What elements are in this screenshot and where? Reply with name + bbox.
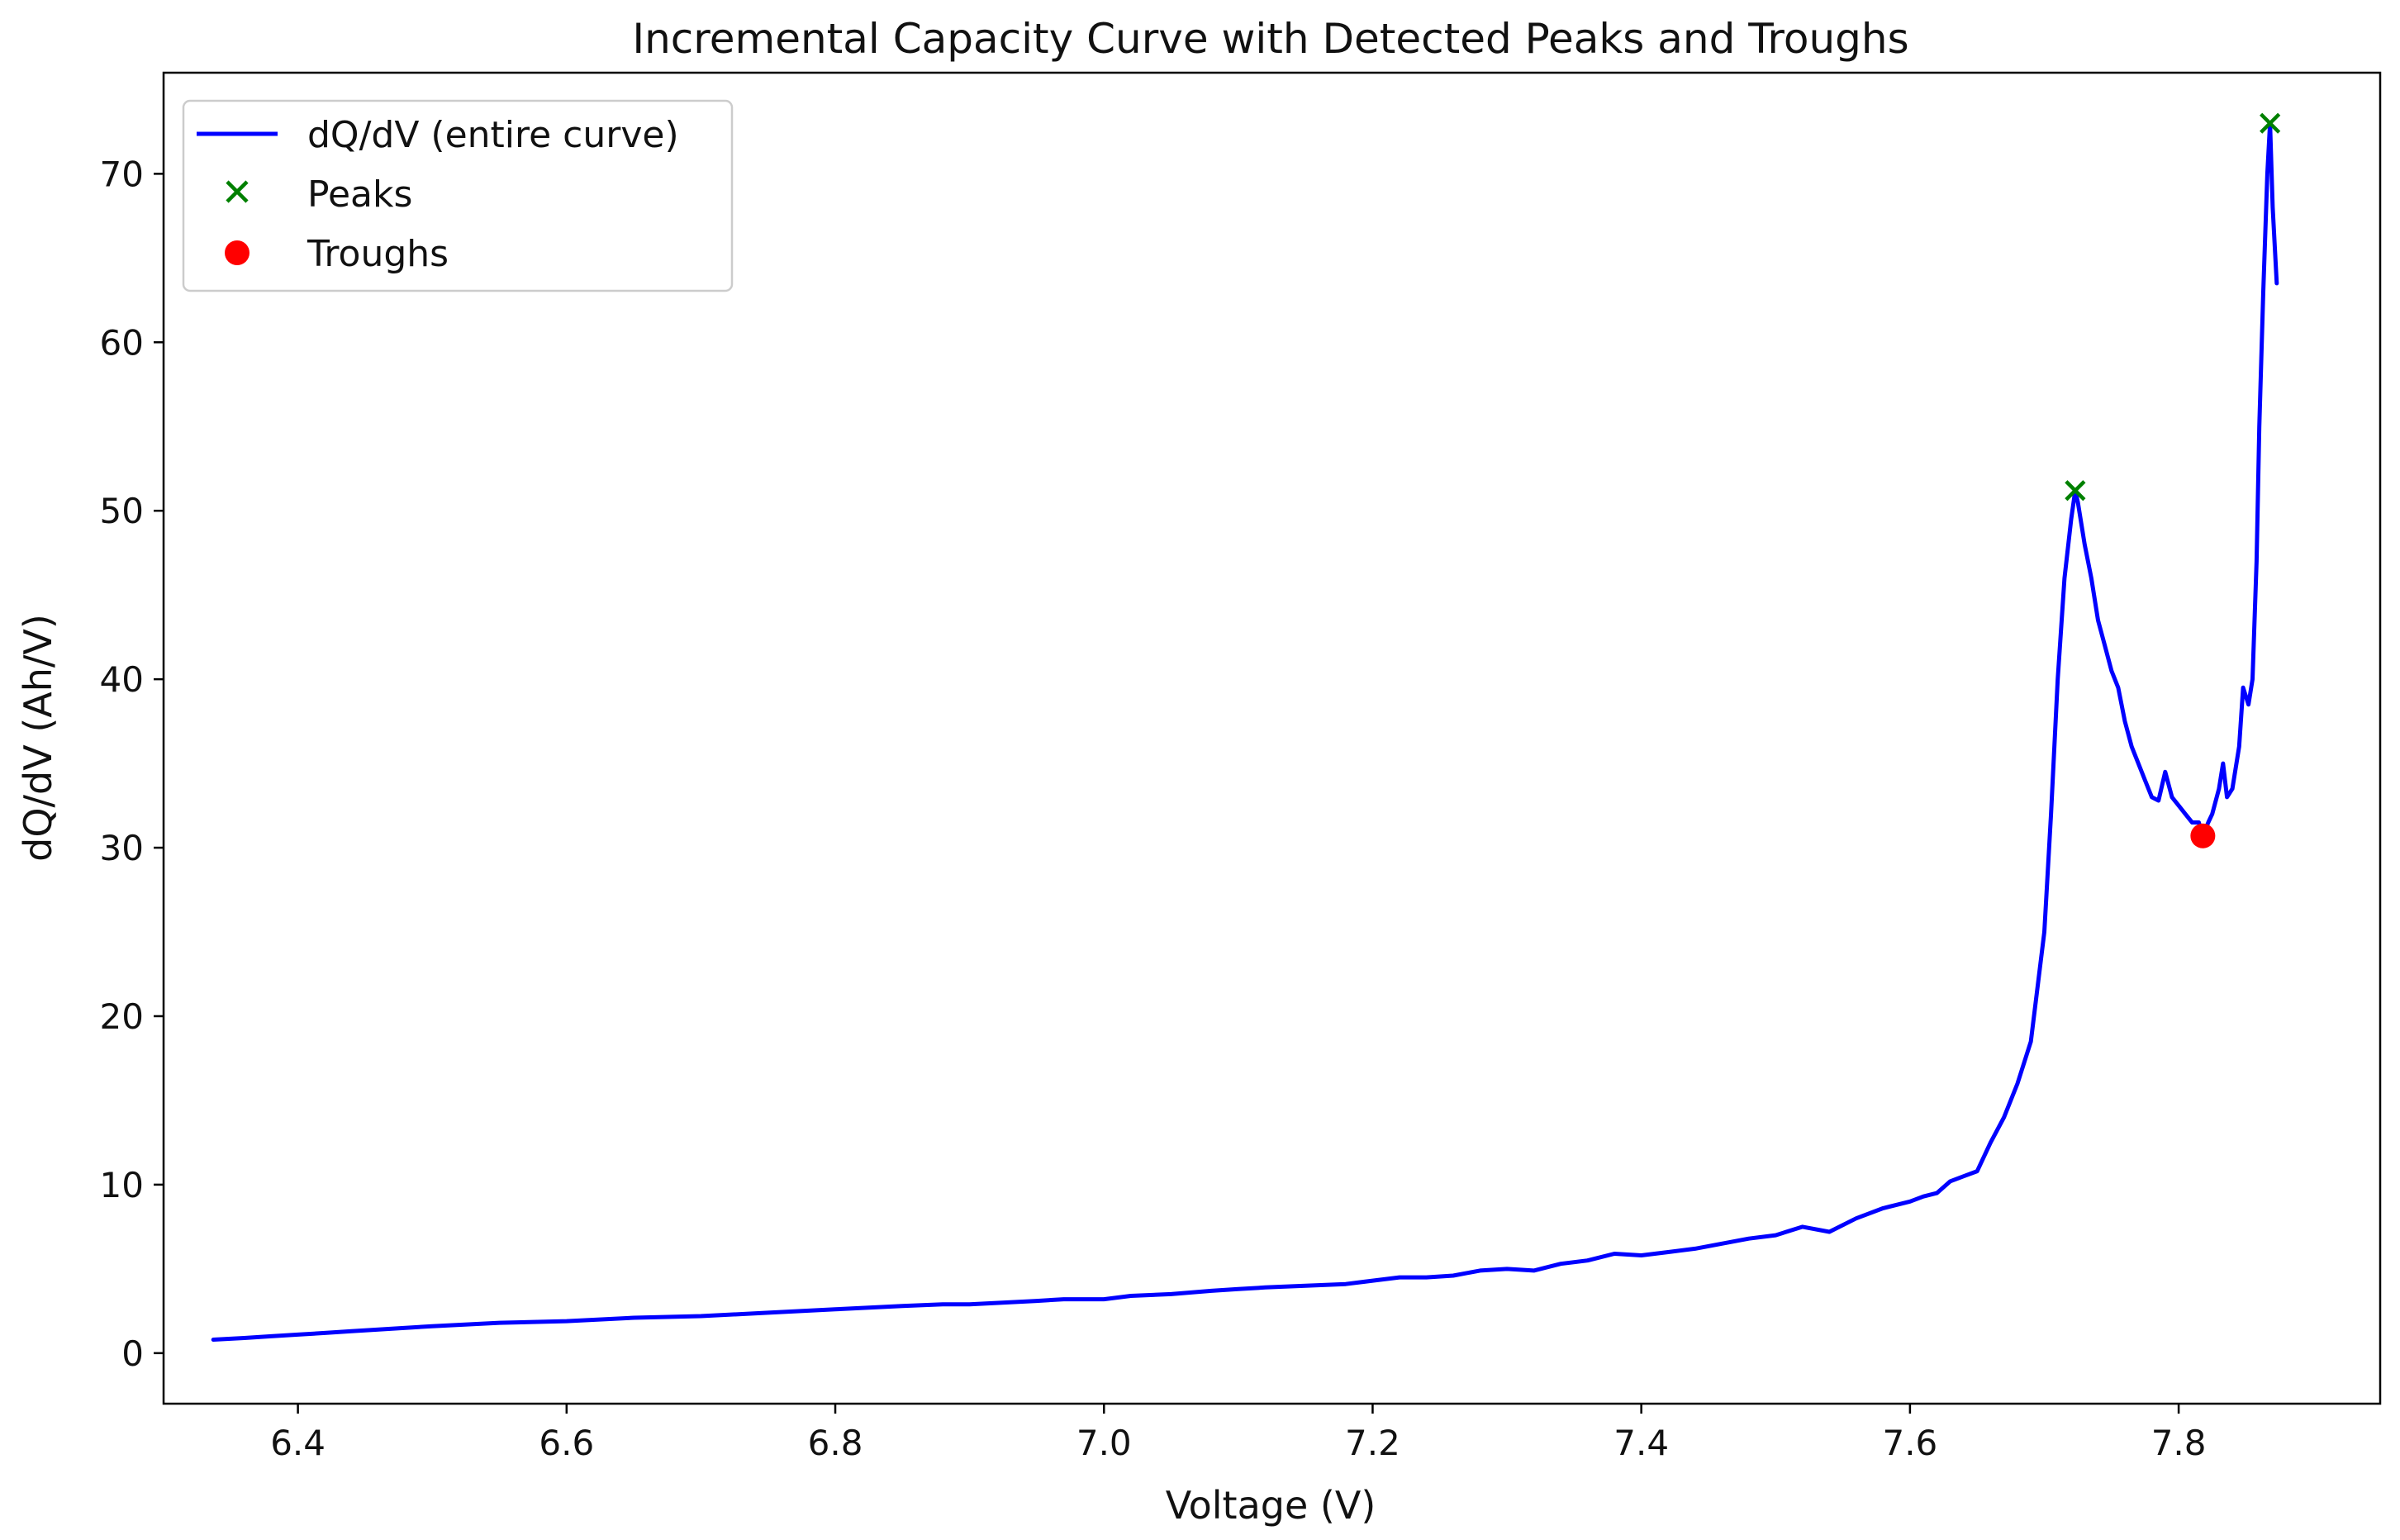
x-tick-label: 6.4 — [270, 1423, 326, 1463]
x-tick-label: 7.8 — [2151, 1423, 2207, 1463]
x-axis-ticks: 6.4 6.6 6.8 7.0 7.2 7.4 7.6 7.8 — [270, 1404, 2206, 1463]
legend-label-troughs: Troughs — [307, 233, 449, 275]
x-tick-label: 7.2 — [1345, 1423, 1400, 1463]
legend-label-curve: dQ/dV (entire curve) — [307, 114, 679, 156]
plot-area — [211, 112, 2281, 1342]
curve-line — [211, 121, 2279, 1342]
y-tick-label: 60 — [100, 322, 144, 363]
legend-peak-marker — [226, 180, 249, 203]
x-axis-label: Voltage (V) — [1166, 1483, 1376, 1528]
peak-marker — [2260, 112, 2281, 134]
legend: dQ/dV (entire curve) Peaks Troughs — [182, 99, 734, 292]
y-tick-label: 20 — [100, 996, 144, 1037]
y-tick-label: 0 — [121, 1333, 144, 1374]
y-tick-label: 10 — [100, 1165, 144, 1205]
y-axis-ticks: 0 10 20 30 40 50 60 70 — [100, 154, 164, 1374]
y-tick-label: 50 — [100, 491, 144, 531]
x-tick-label: 6.6 — [539, 1423, 594, 1463]
x-tick-label: 7.4 — [1613, 1423, 1669, 1463]
y-tick-label: 30 — [100, 828, 144, 868]
y-axis-label: dQ/dV (Ah/V) — [16, 614, 60, 862]
x-tick-label: 7.6 — [1882, 1423, 1937, 1463]
legend-box — [182, 99, 734, 292]
axes-frame — [162, 71, 2382, 1405]
x-tick-label: 7.0 — [1076, 1423, 1132, 1463]
peak-marker — [2065, 480, 2086, 501]
x-tick-label: 6.8 — [808, 1423, 863, 1463]
chart-title: Incremental Capacity Curve with Detected… — [632, 15, 1908, 63]
trough-marker — [2190, 823, 2216, 848]
legend-label-peaks: Peaks — [307, 173, 412, 216]
y-tick-label: 70 — [100, 154, 144, 194]
y-tick-label: 40 — [100, 659, 144, 700]
legend-trough-marker — [225, 240, 250, 265]
